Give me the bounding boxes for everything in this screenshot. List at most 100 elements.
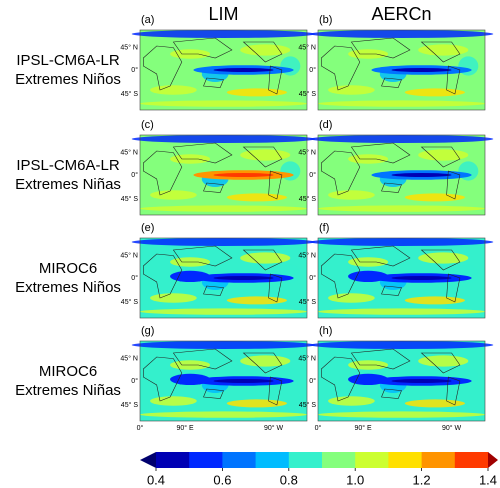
lon-label: 0° xyxy=(137,424,144,432)
coastline xyxy=(143,356,183,402)
coastline xyxy=(381,182,402,193)
map-frame xyxy=(317,237,486,319)
coastline xyxy=(446,376,461,406)
colorbar-under xyxy=(140,452,156,468)
colorbar-segment xyxy=(421,452,456,468)
map-panel xyxy=(309,340,494,422)
colorbar-segment xyxy=(255,452,290,468)
map-panel xyxy=(309,29,494,111)
field-blob xyxy=(418,149,469,161)
column-title: AERCn xyxy=(371,4,431,24)
coastline xyxy=(172,142,233,164)
lat-label: 45° S xyxy=(121,195,139,203)
field-blob xyxy=(318,411,485,418)
coastline xyxy=(420,352,461,374)
tropical-band-core xyxy=(391,173,452,177)
row-case: Extremes Niñas xyxy=(15,176,121,193)
lat-label: 0° xyxy=(309,274,316,282)
field-blob xyxy=(226,88,287,97)
lat-label: 0° xyxy=(309,66,316,74)
map-frame xyxy=(317,134,486,216)
lat-label: 45° N xyxy=(120,43,138,51)
field-blob xyxy=(418,252,469,264)
field-blob xyxy=(131,30,316,38)
colorbar-tick-label: 0.6 xyxy=(213,472,231,487)
field-blob xyxy=(309,341,494,349)
field-blob xyxy=(240,252,291,264)
row-model: IPSL-CM6A-LR xyxy=(16,157,120,174)
field-blob xyxy=(140,100,307,107)
lat-label: 45° N xyxy=(298,354,316,362)
coastline xyxy=(446,170,461,200)
lat-label: 45° S xyxy=(299,298,317,306)
field-blob xyxy=(226,296,287,305)
map-panel xyxy=(131,340,316,422)
lat-label: 45° N xyxy=(298,148,316,156)
colorbar-segment xyxy=(454,452,489,468)
coastline xyxy=(446,273,461,303)
lon-label: 0° xyxy=(315,424,322,432)
lon-label: 90° E xyxy=(176,424,194,432)
lon-label: 90° W xyxy=(264,424,284,432)
tropical-band-core xyxy=(213,379,274,383)
map-frame xyxy=(139,340,308,422)
tropical-band-core xyxy=(213,173,274,177)
coastline xyxy=(420,41,461,63)
coastline xyxy=(203,182,224,193)
panel-label: (c) xyxy=(141,119,154,131)
row-model: MIROC6 xyxy=(39,363,97,380)
coastline xyxy=(242,146,283,168)
colorbar-segment xyxy=(156,452,190,468)
coastline xyxy=(321,150,361,196)
field-blob xyxy=(404,193,465,202)
panel-label: (g) xyxy=(141,325,154,337)
field-blob xyxy=(150,396,197,406)
map-frame xyxy=(139,29,308,111)
field-blob xyxy=(226,193,287,202)
coastline xyxy=(350,142,411,164)
field-blob xyxy=(404,399,465,408)
map-panel xyxy=(309,134,494,216)
field-blob xyxy=(140,205,307,212)
tropical-band-core xyxy=(391,68,452,72)
coastline xyxy=(242,249,283,271)
lat-label: 0° xyxy=(131,66,138,74)
field-blob xyxy=(131,341,316,349)
field-blob xyxy=(131,238,316,246)
field-blob xyxy=(418,355,469,367)
colorbar-tick-label: 0.8 xyxy=(280,472,298,487)
lat-label: 45° S xyxy=(299,90,317,98)
tropical-band-core xyxy=(391,276,452,280)
coastline xyxy=(321,253,361,299)
coastline xyxy=(420,249,461,271)
field-blob xyxy=(150,190,197,200)
row-case: Extremes Niños xyxy=(15,71,121,88)
colorbar-segment xyxy=(288,452,323,468)
field-blob xyxy=(309,238,494,246)
field-blob xyxy=(328,85,375,95)
field-blob xyxy=(240,44,291,56)
panel-label: (a) xyxy=(141,14,154,26)
tropical-band-core xyxy=(213,276,274,280)
colorbar-segment xyxy=(189,452,223,468)
colorbar-tick-label: 1.0 xyxy=(346,472,364,487)
coastline xyxy=(381,285,402,296)
coastline xyxy=(321,356,361,402)
lat-label: 45° N xyxy=(298,43,316,51)
lat-label: 0° xyxy=(309,171,316,179)
field-blob xyxy=(150,85,197,95)
row-model: IPSL-CM6A-LR xyxy=(16,52,120,69)
lat-label: 45° S xyxy=(299,195,317,203)
lat-label: 0° xyxy=(131,274,138,282)
colorbar-tick-label: 0.4 xyxy=(147,472,165,487)
lat-label: 45° S xyxy=(121,90,139,98)
coastline xyxy=(203,77,224,88)
coastline xyxy=(143,45,183,91)
colorbar-tick-label: 1.2 xyxy=(413,472,431,487)
field-blob xyxy=(140,308,307,315)
colorbar-segment xyxy=(222,452,257,468)
lat-label: 0° xyxy=(309,377,316,385)
lat-label: 45° S xyxy=(299,401,317,409)
field-blob xyxy=(131,135,316,143)
colorbar-segment xyxy=(322,452,356,468)
